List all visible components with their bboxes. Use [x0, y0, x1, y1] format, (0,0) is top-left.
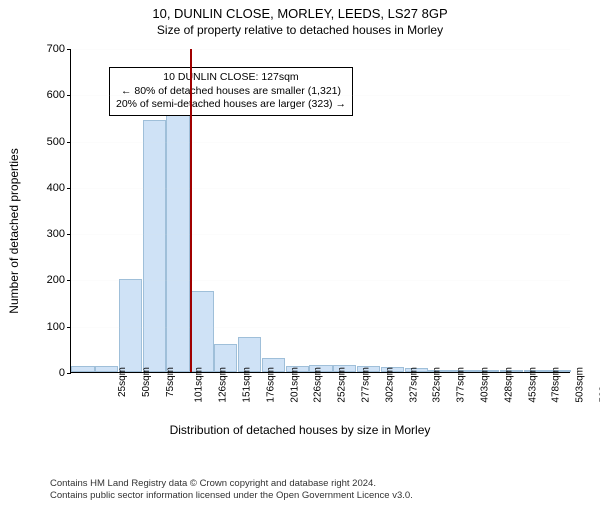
bar	[95, 366, 118, 372]
xtick-label: 151sqm	[242, 367, 253, 403]
xtick-label: 453sqm	[527, 367, 538, 403]
x-axis-label: Distribution of detached houses by size …	[0, 423, 600, 437]
ytick-label: 500	[33, 136, 65, 148]
ytick-mark	[67, 49, 71, 50]
gridline-h	[71, 327, 570, 328]
ytick-label: 300	[33, 228, 65, 240]
bar	[166, 115, 189, 372]
ytick-label: 600	[33, 89, 65, 101]
xtick-label: 327sqm	[408, 367, 419, 403]
chart-container: { "title": "10, DUNLIN CLOSE, MORLEY, LE…	[0, 6, 600, 506]
chart-subtitle: Size of property relative to detached ho…	[0, 23, 600, 37]
gridline-h	[71, 142, 570, 143]
xtick-label: 377sqm	[456, 367, 467, 403]
reference-marker-line	[190, 49, 192, 372]
xtick-label: 428sqm	[503, 367, 514, 403]
xtick-label: 352sqm	[432, 367, 443, 403]
gridline-h	[71, 188, 570, 189]
ytick-mark	[67, 95, 71, 96]
bar	[71, 366, 94, 372]
xtick-label: 50sqm	[141, 367, 152, 397]
ytick-mark	[67, 280, 71, 281]
xtick-label: 75sqm	[165, 367, 176, 397]
callout-line-3: 20% of semi-detached houses are larger (…	[116, 98, 346, 112]
ytick-mark	[67, 142, 71, 143]
attribution-footer: Contains HM Land Registry data © Crown c…	[50, 478, 590, 502]
bar	[143, 120, 166, 372]
xtick-label: 252sqm	[337, 367, 348, 403]
ytick-mark	[67, 373, 71, 374]
xtick-label: 302sqm	[384, 367, 395, 403]
ytick-label: 0	[33, 367, 65, 379]
callout-line-1: 10 DUNLIN CLOSE: 127sqm	[116, 71, 346, 85]
xtick-label: 25sqm	[117, 367, 128, 397]
gridline-h	[71, 95, 570, 96]
callout-box: 10 DUNLIN CLOSE: 127sqm ← 80% of detache…	[109, 67, 353, 116]
plot-region: 10 DUNLIN CLOSE: 127sqm ← 80% of detache…	[70, 49, 570, 373]
xtick-label: 126sqm	[218, 367, 229, 403]
y-axis-label: Number of detached properties	[7, 148, 21, 313]
footer-line-2: Contains public sector information licen…	[50, 490, 590, 502]
gridline-h	[71, 234, 570, 235]
footer-line-1: Contains HM Land Registry data © Crown c…	[50, 478, 590, 490]
chart-title: 10, DUNLIN CLOSE, MORLEY, LEEDS, LS27 8G…	[0, 6, 600, 21]
ytick-mark	[67, 327, 71, 328]
xtick-label: 277sqm	[361, 367, 372, 403]
xtick-label: 101sqm	[194, 367, 205, 403]
chart-area: Number of detached properties 10 DUNLIN …	[20, 41, 580, 421]
ytick-mark	[67, 188, 71, 189]
bar	[190, 291, 213, 372]
gridline-h	[71, 49, 570, 50]
gridline-h	[71, 280, 570, 281]
xtick-label: 478sqm	[551, 367, 562, 403]
ytick-label: 400	[33, 182, 65, 194]
ytick-mark	[67, 234, 71, 235]
xtick-label: 226sqm	[313, 367, 324, 403]
xtick-label: 176sqm	[265, 367, 276, 403]
xtick-label: 201sqm	[289, 367, 300, 403]
ytick-label: 200	[33, 274, 65, 286]
ytick-label: 100	[33, 321, 65, 333]
xtick-label: 403sqm	[480, 367, 491, 403]
xtick-label: 503sqm	[575, 367, 586, 403]
ytick-label: 700	[33, 43, 65, 55]
